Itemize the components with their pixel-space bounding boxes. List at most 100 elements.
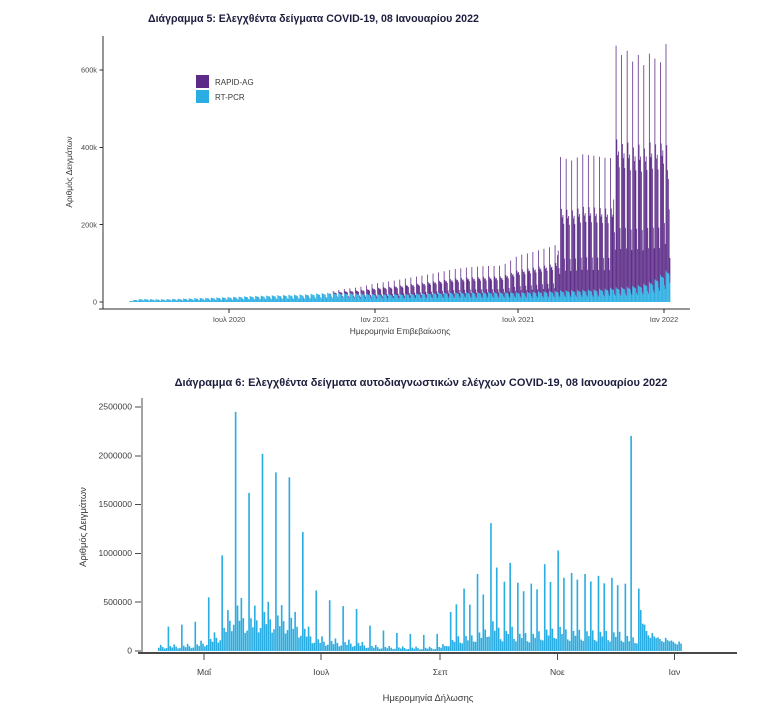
bar-self-tests [488,637,490,651]
bar-rt-pcr [277,299,278,302]
bar-rt-pcr [338,293,339,302]
bar-rapid-ag [346,292,347,294]
bar-rapid-ag [342,293,343,295]
bar-rapid-ag [578,217,579,292]
bar-rt-pcr [274,296,275,302]
bar-self-tests [348,640,350,651]
bar-rapid-ag [626,249,627,296]
bar-rapid-ag [412,285,413,294]
bar-self-tests [461,643,463,651]
bar-rt-pcr [174,299,175,302]
bar-rapid-ag [600,208,601,290]
bar-rapid-ag [604,270,605,296]
x-tick-label: Μαΐ [197,667,212,677]
bar-rt-pcr [491,294,492,302]
bar-rapid-ag [511,273,512,293]
bar-self-tests [394,649,396,651]
bar-rt-pcr [253,297,254,302]
bar-rt-pcr [435,294,436,302]
bar-rt-pcr [396,295,397,302]
bar-rt-pcr [276,298,277,302]
bar-rt-pcr [516,292,517,302]
bar-rt-pcr [295,295,296,302]
x-tick-label: Σεπ [433,667,448,677]
bar-rapid-ag [415,295,416,298]
bar-rt-pcr [341,294,342,302]
bar-self-tests [433,649,435,651]
bar-rapid-ag [504,292,505,298]
bar-self-tests [396,633,398,651]
bar-rt-pcr [433,293,434,302]
bar-rt-pcr [244,296,245,302]
bar-rt-pcr [168,299,169,302]
bar-rapid-ag [437,291,438,297]
bar-rapid-ag [362,291,363,295]
bar-rapid-ag [376,295,377,298]
bar-rapid-ag [498,293,499,298]
chart6-xaxis-label: Ημερομηνία Δήλωσης [383,692,474,703]
bar-rapid-ag [522,269,523,292]
axes-group [135,398,737,660]
bar-rt-pcr [144,299,145,302]
bar-self-tests [513,639,515,651]
bar-rt-pcr [559,297,560,302]
bar-rapid-ag [420,292,421,297]
bar-rapid-ag [407,286,408,295]
bar-rapid-ag [596,214,597,291]
bar-rt-pcr [656,281,657,302]
bar-rapid-ag [428,282,429,293]
bar-rapid-ag [586,257,587,295]
bar-rt-pcr [596,291,597,302]
bar-rt-pcr [561,291,562,302]
bar-rt-pcr [371,299,372,302]
bar-rapid-ag [551,268,552,293]
bar-rt-pcr [259,299,260,302]
bar-rapid-ag [375,290,376,295]
bar-rt-pcr [493,298,494,302]
bar-self-tests [429,647,431,651]
chart6-svg: Διάγραμμα 6: Ελεγχθέντα δείγματα αυτοδια… [0,350,779,713]
bar-rt-pcr [338,298,339,302]
y-tick-label: 200k [81,220,97,229]
bar-rapid-ag [555,263,556,291]
bar-self-tests [275,472,277,651]
bar-rapid-ag [338,290,339,293]
bar-rapid-ag [487,289,488,296]
bar-rapid-ag [538,250,539,291]
bar-rt-pcr [378,295,379,302]
bar-rt-pcr [571,297,572,302]
bar-rapid-ag [383,282,384,294]
bar-rapid-ag [653,228,654,290]
bar-rt-pcr [568,292,569,302]
bar-self-tests [592,630,594,651]
bar-rapid-ag [658,169,659,281]
bar-self-tests [317,639,319,651]
bar-rt-pcr [367,294,368,302]
bar-rapid-ag [587,270,588,297]
bar-rt-pcr [468,293,469,302]
bar-self-tests [454,642,456,651]
bar-self-tests [603,583,605,651]
bar-rt-pcr [357,295,358,302]
bar-rapid-ag [578,208,579,290]
bar-rt-pcr [257,297,258,302]
bar-rt-pcr [657,281,658,302]
bar-rt-pcr [639,286,640,302]
bar-rapid-ag [467,278,468,293]
bar-rt-pcr [400,294,401,302]
bar-rt-pcr [231,298,232,302]
bar-rt-pcr [464,294,465,302]
bar-rt-pcr [340,294,341,302]
bar-rt-pcr [199,300,200,302]
bar-rt-pcr [508,294,509,302]
bar-rt-pcr [157,300,158,302]
bar-self-tests [588,636,590,651]
bar-rt-pcr [397,296,398,303]
bar-rt-pcr [620,296,621,302]
bar-rapid-ag [579,214,580,292]
bar-rapid-ag [500,276,501,292]
bar-rt-pcr [489,293,490,302]
bar-rapid-ag [441,284,442,295]
bar-rapid-ag [497,280,498,294]
bar-self-tests [231,631,233,651]
